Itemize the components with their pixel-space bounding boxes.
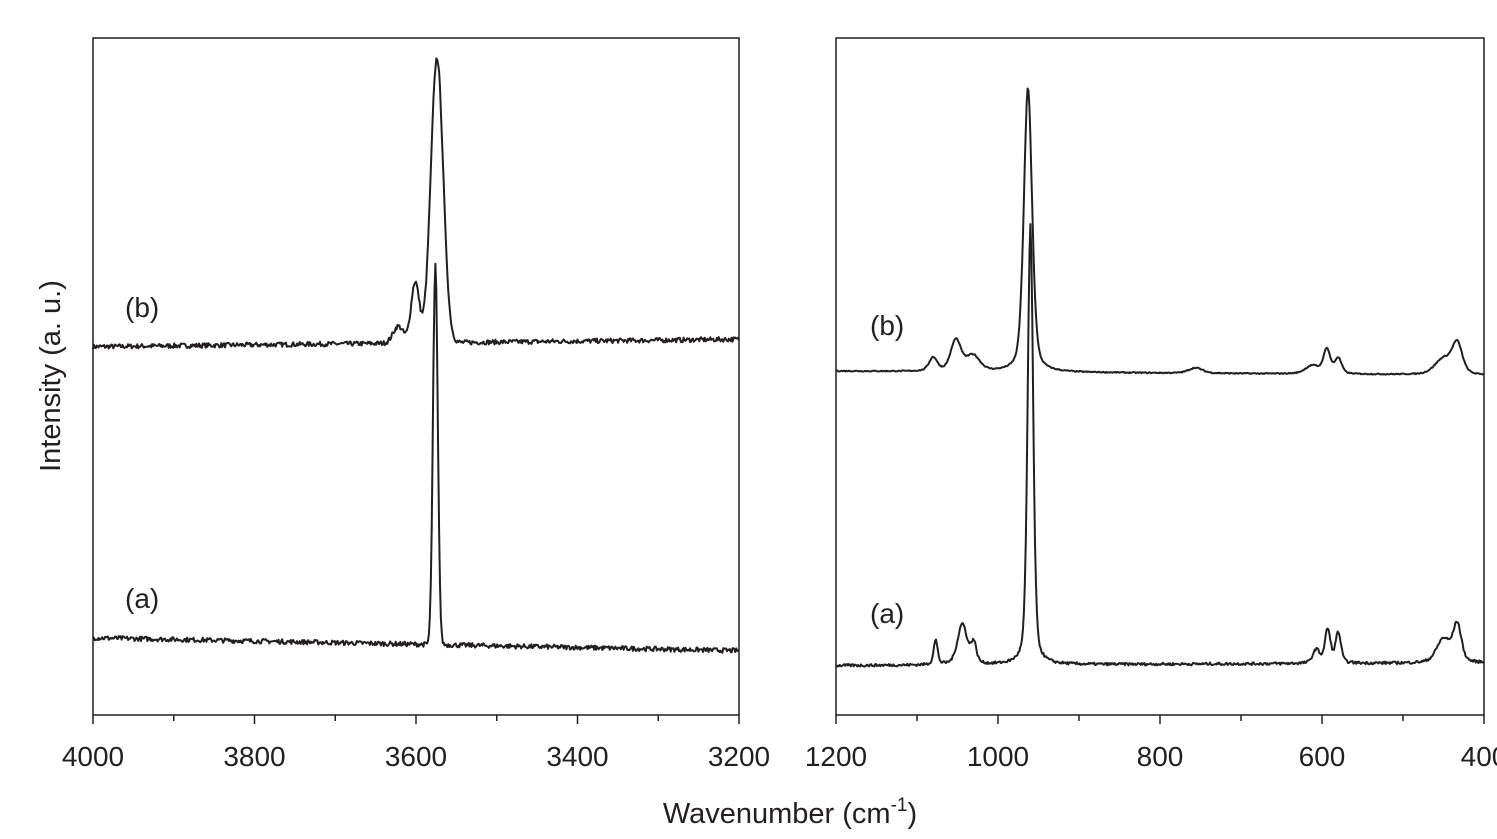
x-tick-label: 600 [1299,741,1346,772]
spectrum-line-b [835,87,1485,376]
x-tick-label: 800 [1137,741,1184,772]
x-tick-label: 4000 [62,741,124,772]
x-tick-label: 3400 [546,741,608,772]
series-label-b: (b) [870,310,904,341]
plot-frame [835,37,1485,716]
spectrum-line-b [92,57,740,350]
spectrum-line-a [92,262,740,654]
x-tick-label: 1200 [805,741,867,772]
series-label-a: (a) [125,583,159,614]
plot-frame [92,37,740,716]
x-tick-label: 3800 [223,741,285,772]
spectrum-line-a [835,223,1485,668]
x-tick-label: 400 [1461,741,1497,772]
y-axis-title: Intensity (a. u.) [35,280,67,472]
left-panel: 4000 3800 3600 3400 3200 (b) (a) [62,37,770,772]
right-panel: 1200 1000 800 600 400 (b) (a) [805,37,1497,772]
x-tick-label: 3600 [385,741,447,772]
series-label-a: (a) [870,598,904,629]
x-axis-title: Wavenumber (cm-1) [663,795,917,830]
x-tick-label: 3200 [708,741,770,772]
series-label-b: (b) [125,292,159,323]
x-tick-label: 1000 [967,741,1029,772]
